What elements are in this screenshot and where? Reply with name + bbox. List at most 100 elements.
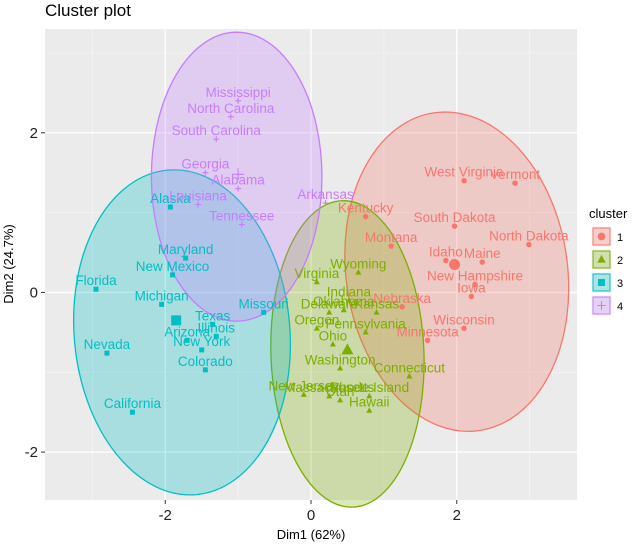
point-idaho [443, 257, 449, 264]
label-nebraska: Nebraska [373, 291, 431, 306]
point-wisconsin [461, 325, 467, 332]
point-washington [337, 364, 344, 371]
center-cluster-4 [232, 168, 245, 181]
point-new-hampshire [472, 281, 478, 288]
center-cluster-1 [449, 259, 461, 270]
label-pennsylvania: Pennsylvania [326, 316, 407, 331]
point-indiana [345, 297, 352, 303]
point-california [129, 409, 135, 415]
point-wyoming [355, 269, 362, 275]
label-south-carolina: South Carolina [172, 123, 262, 138]
label-wisconsin: Wisconsin [433, 312, 495, 327]
ellipse-cluster-1 [344, 111, 570, 432]
label-north-dakota: North Dakota [489, 229, 569, 244]
point-kansas [373, 309, 380, 315]
label-wyoming: Wyoming [330, 256, 386, 271]
label-alaska: Alaska [150, 191, 191, 206]
point-michigan [159, 301, 165, 307]
legend-label-3: 3 [617, 278, 623, 290]
center-cluster-3 [171, 315, 182, 326]
center-cluster-2 [341, 343, 354, 355]
legend-title: cluster [589, 206, 628, 221]
legend-marker-4 [597, 301, 606, 310]
point-delaware [326, 309, 333, 315]
label-arkansas: Arkansas [297, 187, 354, 202]
cluster-centers [171, 168, 461, 355]
point-connecticut [406, 372, 413, 379]
point-north-carolina [227, 113, 234, 120]
label-maine: Maine [464, 246, 501, 261]
chart-title: Cluster plot [45, 1, 131, 20]
legend: cluster 1 2 3 4 [589, 206, 628, 317]
label-tennessee: Tennessee [209, 209, 274, 224]
point-ohio [329, 341, 336, 347]
label-oregon: Oregon [294, 312, 339, 327]
point-illinois [213, 333, 219, 339]
point-colorado [202, 367, 208, 373]
label-montana: Montana [365, 230, 418, 245]
label-new-york: New York [173, 334, 230, 349]
label-kentucky: Kentucky [338, 201, 394, 216]
point-maryland [183, 255, 189, 261]
label-connecticut: Connecticut [374, 360, 446, 375]
cluster-ellipses [72, 31, 570, 508]
label-idaho: Idaho [429, 245, 463, 260]
label-nevada: Nevada [84, 337, 131, 352]
label-california: California [104, 396, 162, 411]
point-florida [93, 286, 99, 292]
point-mississippi [235, 97, 242, 104]
point-alabama [235, 185, 242, 192]
point-pennsylvania [362, 329, 369, 335]
point-tennessee [238, 221, 245, 228]
x-tick-label: 2 [453, 507, 461, 524]
legend-label-4: 4 [617, 301, 623, 313]
data-points [93, 97, 532, 415]
label-louisiana: Louisiana [169, 189, 227, 204]
point-north-dakota [526, 241, 532, 248]
x-tick-label: -2 [159, 507, 172, 524]
label-ohio: Ohio [319, 328, 348, 343]
y-axis-title: Dim2 (24.7%) [1, 224, 16, 303]
point-texas [210, 321, 216, 327]
point-west-virginia [461, 177, 467, 184]
ellipse-cluster-4 [150, 31, 323, 322]
label-virginia: Virginia [294, 266, 339, 281]
label-utah: Utah [326, 384, 355, 399]
label-south-dakota: South Dakota [414, 210, 496, 225]
point-alaska [167, 204, 173, 210]
point-new-mexico [170, 272, 176, 278]
ellipse-cluster-3 [72, 169, 292, 496]
point-arkansas [322, 200, 329, 207]
point-massachusetts [326, 392, 333, 399]
label-maryland: Maryland [158, 242, 214, 257]
point-maine [479, 259, 486, 265]
point-oklahoma [340, 306, 347, 313]
label-north-carolina: North Carolina [187, 101, 275, 116]
legend-label-1: 1 [617, 232, 623, 244]
point-iowa [468, 293, 475, 300]
point-new-york [199, 347, 205, 353]
label-west-virginia: West Virginia [425, 165, 505, 180]
point-south-carolina [213, 136, 220, 143]
label-minnesota: Minnesota [396, 324, 459, 339]
point-georgia [202, 169, 209, 176]
label-massachusetts: Massachusetts [284, 380, 374, 395]
point-kentucky [362, 213, 369, 220]
y-tick-label: 2 [30, 125, 38, 142]
point-hawaii [366, 407, 373, 413]
point-vermont [512, 180, 518, 186]
label-oklahoma: Oklahoma [313, 294, 375, 309]
label-texas: Texas [195, 308, 231, 323]
watermark: 知乎 @R友舍 [513, 509, 603, 526]
point-new-jersey [300, 391, 307, 397]
y-tick-label: 0 [30, 284, 38, 301]
point-rhode-island [366, 392, 373, 399]
x-axis-title: Dim1 (62%) [277, 527, 346, 542]
point-virginia [313, 278, 320, 285]
point-arizona [184, 337, 190, 343]
point-montana [388, 243, 394, 249]
label-mississippi: Mississippi [205, 85, 270, 100]
point-missouri [261, 309, 267, 315]
